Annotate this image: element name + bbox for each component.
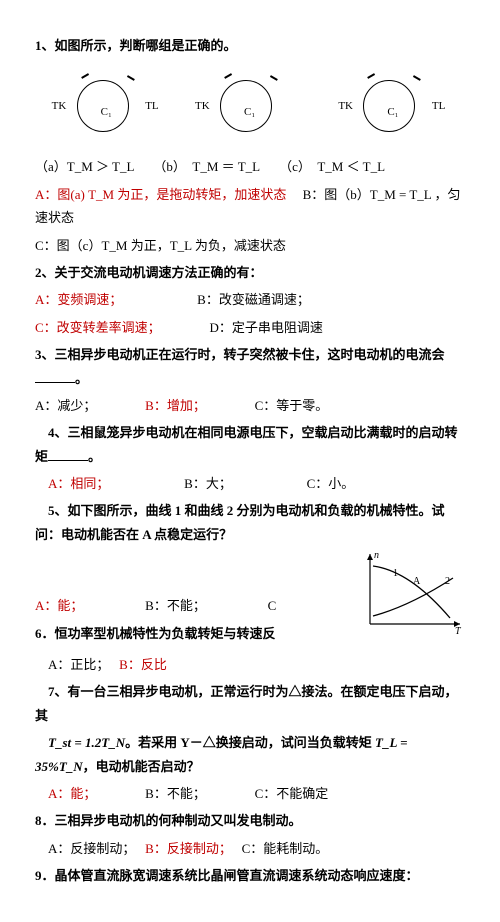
- q7-optB: B：不能；: [145, 786, 199, 801]
- q2-options-row2: C：改变转差率调速； D：定子串电阻调速: [35, 316, 465, 339]
- chart-label-1: 1: [393, 568, 398, 579]
- q4-optA: A：相同；: [48, 476, 103, 491]
- diagram-b: C₁ TK: [200, 75, 300, 135]
- chart-x-label: T: [455, 626, 462, 636]
- q4-line: 4、三相鼠笼异步电动机在相同电源电压下，空载启动比满载时的启动转矩。: [35, 421, 465, 468]
- chart-label-2: 2: [445, 576, 450, 587]
- q7-line2: T_st = 1.2T_N。若采用 Y－△换接启动，试问当负载转矩 T_L = …: [35, 731, 465, 778]
- q6-optA: A：正比；: [48, 657, 103, 672]
- q2-optA: A：变频调速；: [35, 292, 116, 307]
- q1-options: （a）T_M ＞ T_L （b） T_M ＝ T_L （c） T_M ＜ T_L: [35, 155, 465, 178]
- q4-suffix: 。: [88, 449, 101, 464]
- q7-optA: A：能；: [48, 786, 90, 801]
- q1-diagrams: C₁ TK TL C₁ TK C₁ TK TL: [35, 75, 465, 135]
- diagram-a: C₁ TK TL: [57, 75, 157, 135]
- q7-title: 7、有一台三相异步电动机，正常运行时为△接法。在额定电压下启动，其: [35, 680, 465, 727]
- q2-options-row1: A：变频调速； B：改变磁通调速；: [35, 288, 465, 311]
- q2-optD: D：定子串电阻调速: [209, 320, 322, 335]
- q5-optC: C: [268, 598, 277, 613]
- diagram-c-right-label: TL: [432, 97, 445, 117]
- q9-title: 9．晶体管直流脉宽调速系统比晶闸管直流调速系统动态响应速度：: [35, 864, 465, 887]
- diagram-c: C₁ TK TL: [343, 75, 443, 135]
- q7-mid: 。若采用 Y－△换接启动，试问当负载转矩: [125, 735, 375, 750]
- q3-title: 3、三相异步电动机正在运行时，转子突然被卡住，这时电动机的电流会: [35, 347, 445, 362]
- chart-point-A: A: [413, 576, 421, 587]
- q7-Tst: T_st = 1.2T_N: [48, 735, 125, 750]
- q6-options: A：正比； B：反比: [35, 653, 465, 676]
- q8-options: A：反接制动； B：反接制动； C：能耗制动。: [35, 837, 465, 860]
- q5-row: A 1 2 T n A：能； B：不能； C 6．恒功率型机械特性为负载转矩与转…: [35, 550, 465, 649]
- q1-title: 1、如图所示，判断哪组是正确的。: [35, 34, 465, 57]
- diagram-c-left-label: TK: [338, 97, 353, 117]
- q2-title: 2、关于交流电动机调速方法正确的有：: [35, 261, 465, 284]
- q4-optB: B：大；: [184, 476, 225, 491]
- q7-tail: ，电动机能否启动？: [83, 759, 200, 774]
- q6-optB: B：反比: [119, 657, 167, 672]
- diagram-b-left-label: TK: [195, 97, 210, 117]
- q8-optA: A：反接制动；: [48, 841, 129, 856]
- q8-optB: B：反接制动；: [145, 841, 225, 856]
- q4-options: A：相同； B：大； C：小。: [35, 472, 465, 495]
- q1-answer-line1: A：图(a) T_M 为正，是拖动转矩，加速状态 B：图（b）T_M = T_L…: [35, 183, 465, 230]
- diagram-a-right-label: TL: [145, 97, 158, 117]
- q1-ans-a: A：图(a) T_M 为正，是拖动转矩，加速状态: [35, 187, 286, 202]
- q5-optB: B：不能；: [145, 598, 199, 613]
- diagram-a-center: C₁: [101, 103, 112, 123]
- q3-optA: A：减少；: [35, 398, 90, 413]
- diagram-c-center: C₁: [387, 103, 398, 123]
- q2-optC: C：改变转差率调速；: [35, 320, 154, 335]
- q8-optC: C：能耗制动。: [242, 841, 329, 856]
- q3-optC: C：等于零。: [255, 398, 329, 413]
- q3-options: A：减少； B：增加； C：等于零。: [35, 394, 465, 417]
- q5-title: 5、如下图所示，曲线 1 和曲线 2 分别为电动机和负载的机械特性。试问：电动机…: [35, 499, 465, 546]
- q3-optB: B：增加；: [145, 398, 199, 413]
- q3-line: 3、三相异步电动机正在运行时，转子突然被卡住，这时电动机的电流会。: [35, 343, 465, 390]
- q5-optA: A：能；: [35, 598, 77, 613]
- q7-optC: C：不能确定: [255, 786, 329, 801]
- q4-optC: C：小。: [307, 476, 355, 491]
- q8-title: 8．三相异步电动机的何种制动又叫发电制动。: [35, 809, 465, 832]
- diagram-b-center: C₁: [244, 103, 255, 123]
- diagram-a-left-label: TK: [52, 97, 67, 117]
- q4-blank: [48, 448, 88, 461]
- q3-suffix: 。: [75, 371, 88, 386]
- q3-blank: [35, 370, 75, 383]
- chart-y-label: n: [374, 550, 379, 561]
- q1-ans-c: C：图（c）T_M 为正，T_L 为负，减速状态: [35, 234, 465, 257]
- q5-chart: A 1 2 T n: [355, 546, 465, 636]
- q7-options: A：能； B：不能； C：不能确定: [35, 782, 465, 805]
- q2-optB: B：改变磁通调速；: [197, 292, 310, 307]
